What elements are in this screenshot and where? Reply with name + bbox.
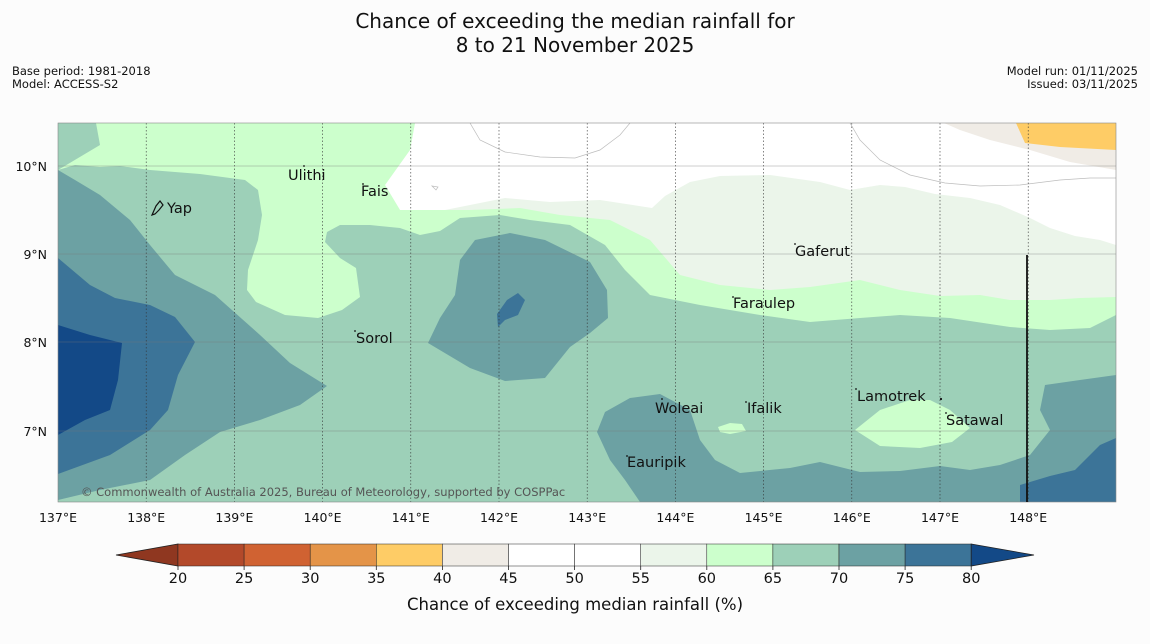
colorbar-segment: [574, 543, 641, 567]
colorbar-segment: [772, 543, 840, 567]
colorbar-segment: [640, 543, 708, 567]
longitude-label: 144°E: [656, 510, 694, 525]
colorbar-segment: [508, 543, 575, 567]
zone-60-65-east: [855, 400, 970, 448]
colorbar-title: Chance of exceeding median rainfall (%): [407, 595, 743, 614]
map-title-line2: 8 to 21 November 2025: [455, 33, 695, 57]
place-woleai: Woleai: [655, 401, 703, 417]
zone-35-40: [1016, 123, 1116, 150]
zone-70-75-southeast: [597, 375, 1116, 502]
place-faraulep: Faraulep: [733, 296, 795, 312]
islands: [150, 165, 947, 457]
map-title-line1: Chance of exceeding the median rainfall …: [355, 9, 795, 33]
longitude-label: 146°E: [833, 510, 871, 525]
colorbar-segment: [309, 543, 377, 567]
colorbar-extend-high: [970, 543, 1035, 567]
longitude-labels: 137°E 138°E 139°E 140°E 141°E 142°E 143°E 144°E…: [39, 510, 1047, 525]
latitude-label: 7°N: [23, 424, 47, 439]
base-period: Base period: 1981-2018: [12, 64, 151, 78]
colorbar-extend-low: [115, 543, 179, 567]
colorbar-tick-label: 20: [169, 571, 187, 587]
place-satawal: Satawal: [946, 413, 1003, 429]
colorbar-tick-label: 35: [367, 571, 385, 587]
longitude-label: 148°E: [1009, 510, 1047, 525]
yap-island: [150, 200, 164, 216]
latitude-label: 8°N: [23, 335, 47, 350]
zone-75-80-southeast: [1020, 438, 1116, 502]
issued-date: Issued: 03/11/2025: [1027, 77, 1138, 91]
longitude-label: 147°E: [921, 510, 959, 525]
latitude-label: 10°N: [15, 159, 47, 174]
longitude-label: 138°E: [127, 510, 165, 525]
zone-gt80-west: [58, 325, 122, 435]
colorbar-tick-label: 55: [631, 571, 649, 587]
colorbar-segment: [243, 543, 311, 567]
latitude-label: 9°N: [23, 247, 47, 262]
place-ifalik: Ifalik: [747, 401, 782, 417]
meta-right: Model run: 01/11/2025 Issued: 03/11/2025: [1007, 65, 1138, 91]
place-ulithi: Ulithi: [288, 168, 326, 184]
colorbar-segment: [838, 543, 906, 567]
colorbar-tick-label: 60: [698, 571, 716, 587]
place-labels: Ulithi Fais Yap Gaferut Faraulep Sorol W…: [166, 168, 1003, 471]
colorbar-tick-label: 50: [565, 571, 583, 587]
place-lamotrek: Lamotrek: [857, 389, 926, 405]
meta-left: Base period: 1981-2018 Model: ACCESS-S2: [12, 65, 151, 91]
model-run: Model run: 01/11/2025: [1006, 64, 1138, 78]
gridlines: [58, 123, 1116, 502]
colorbar-tick-label: 75: [896, 571, 914, 587]
colorbar: [115, 543, 1035, 567]
colorbar-tick-label: 45: [499, 571, 517, 587]
colorbar-tick-label: 65: [764, 571, 782, 587]
colorbar-tick-label: 40: [433, 571, 451, 587]
place-yap: Yap: [166, 201, 192, 217]
colorbar-tick-label: 70: [830, 571, 848, 587]
copyright-note: © Commonwealth of Australia 2025, Bureau…: [81, 485, 565, 499]
colorbar-segment: [706, 543, 774, 567]
colorbar-segment: [376, 543, 443, 567]
zone-75-80-west: [58, 258, 195, 474]
place-fais: Fais: [361, 184, 388, 200]
longitude-label: 145°E: [745, 510, 783, 525]
latitude-labels: 10°N 9°N 8°N 7°N: [15, 159, 47, 439]
colorbar-segment: [177, 543, 245, 567]
longitude-label: 143°E: [568, 510, 606, 525]
longitude-label: 139°E: [215, 510, 253, 525]
place-sorol: Sorol: [356, 331, 393, 347]
map-frame: [57, 122, 1117, 503]
colorbar-tick-label: 80: [962, 571, 980, 587]
longitude-label: 142°E: [480, 510, 518, 525]
zone-75-80-center: [497, 293, 525, 327]
place-eauripik: Eauripik: [627, 455, 686, 471]
colorbar-tick-label: 25: [235, 571, 253, 587]
colorbar-segment: [442, 543, 509, 567]
longitude-label: 140°E: [304, 510, 342, 525]
colorbar-ticks: 20 25 30 35 40 45 50 55 60 65 70 75 80: [169, 566, 980, 587]
colorbar-tick-label: 30: [301, 571, 319, 587]
longitude-label: 141°E: [392, 510, 430, 525]
model-name: Model: ACCESS-S2: [12, 77, 119, 91]
place-gaferut: Gaferut: [795, 244, 850, 260]
colorbar-segment: [904, 543, 972, 567]
longitude-label: 137°E: [39, 510, 77, 525]
